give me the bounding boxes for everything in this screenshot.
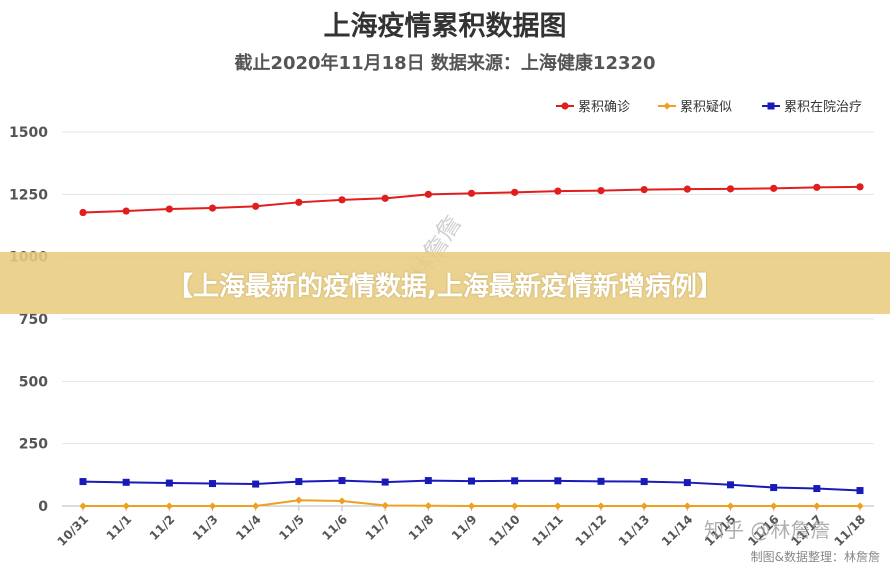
data-point xyxy=(295,496,303,504)
data-point xyxy=(597,502,605,510)
credit-text: 制图&数据整理：林詹詹 xyxy=(750,550,880,564)
data-point xyxy=(813,502,821,510)
data-point xyxy=(338,196,346,204)
x-tick-label: 11/2 xyxy=(147,512,178,543)
data-point xyxy=(511,477,519,485)
x-tick-label: 11/13 xyxy=(616,512,653,549)
x-tick-label: 11/8 xyxy=(406,512,437,543)
x-tick-label: 11/6 xyxy=(319,512,350,543)
data-point xyxy=(683,479,691,487)
data-point xyxy=(468,477,475,485)
chart-subtitle: 截止2020年11月18日 数据来源：上海健康12320 xyxy=(234,53,656,74)
y-tick-label: 0 xyxy=(38,499,48,515)
x-tick-label: 11/3 xyxy=(190,512,221,543)
data-point xyxy=(252,502,260,510)
data-point xyxy=(208,204,217,212)
x-tick-label: 11/12 xyxy=(573,512,610,549)
data-point xyxy=(640,502,648,510)
data-point xyxy=(640,185,648,194)
data-point xyxy=(640,478,648,486)
data-point xyxy=(597,477,605,485)
y-tick-label: 1500 xyxy=(9,125,48,141)
data-point xyxy=(597,186,605,195)
data-point xyxy=(79,502,87,510)
data-point xyxy=(683,502,691,510)
data-point xyxy=(424,477,432,485)
data-point xyxy=(338,497,346,505)
data-point xyxy=(511,502,519,510)
zhihu-watermark: 知乎 @林詹詹 xyxy=(704,518,831,542)
x-tick-label: 11/18 xyxy=(832,512,869,549)
x-tick-label: 11/14 xyxy=(659,512,696,549)
data-point xyxy=(770,502,778,510)
data-point xyxy=(295,478,303,486)
data-point xyxy=(511,188,519,196)
x-tick-label: 11/5 xyxy=(276,512,307,543)
data-point xyxy=(726,502,735,510)
legend-marker xyxy=(767,102,775,110)
data-point xyxy=(165,502,173,510)
x-tick-label: 11/11 xyxy=(529,512,566,549)
x-tick-label: 11/10 xyxy=(486,512,523,549)
x-tick-label: 11/7 xyxy=(363,512,394,543)
data-point xyxy=(252,480,260,488)
data-point xyxy=(554,502,562,510)
data-point xyxy=(208,502,217,510)
data-point xyxy=(727,481,734,489)
chart-title: 上海疫情累积数据图 xyxy=(323,11,567,42)
data-point xyxy=(381,478,389,486)
legend-label: 累积在院治疗 xyxy=(784,100,862,115)
data-point xyxy=(79,478,87,486)
data-point xyxy=(338,477,346,485)
data-point xyxy=(295,198,303,206)
data-point xyxy=(424,190,432,198)
data-point xyxy=(467,189,476,197)
data-point xyxy=(467,502,476,510)
data-point xyxy=(122,478,130,486)
data-point xyxy=(554,187,562,195)
legend-label: 累积疑似 xyxy=(680,99,732,115)
y-tick-label: 250 xyxy=(19,437,48,453)
x-tick-label: 11/1 xyxy=(104,512,135,543)
data-point xyxy=(813,183,821,191)
y-tick-label: 750 xyxy=(19,312,48,328)
title-banner xyxy=(0,252,890,314)
data-point xyxy=(554,477,562,485)
data-point xyxy=(122,207,130,215)
data-point xyxy=(209,480,216,488)
x-tick-label: 10/31 xyxy=(55,512,92,549)
data-point xyxy=(424,502,432,510)
data-point xyxy=(856,502,864,510)
data-point xyxy=(770,484,778,492)
banner-text: 【上海最新的疫情数据,上海最新疫情新增病例】 xyxy=(167,272,723,302)
data-point xyxy=(165,479,173,487)
data-point xyxy=(683,185,691,193)
data-point xyxy=(381,501,389,510)
data-point xyxy=(165,205,173,213)
data-point xyxy=(252,202,260,210)
data-point xyxy=(79,208,87,217)
data-point xyxy=(813,485,821,493)
x-tick-label: 11/4 xyxy=(233,512,264,543)
data-point xyxy=(770,184,778,192)
data-point xyxy=(856,183,864,191)
data-point xyxy=(856,487,864,495)
x-tick-label: 11/9 xyxy=(449,512,480,543)
legend-marker xyxy=(663,102,671,110)
y-tick-label: 1250 xyxy=(9,187,48,203)
data-point xyxy=(726,185,735,193)
y-tick-label: 500 xyxy=(19,374,48,390)
legend-label: 累积确诊 xyxy=(578,100,630,115)
legend-marker xyxy=(561,102,569,110)
data-point xyxy=(381,194,389,202)
data-point xyxy=(122,502,130,510)
